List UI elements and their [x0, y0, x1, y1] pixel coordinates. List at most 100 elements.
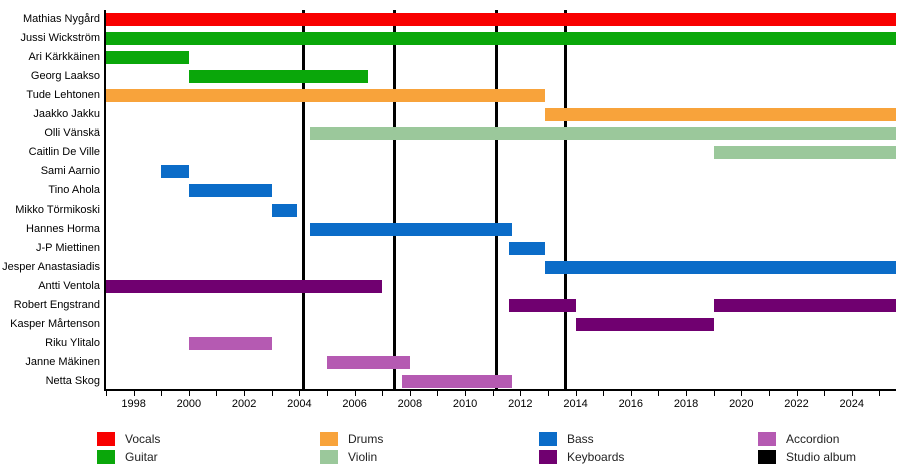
member-name-label: Janne Mäkinen: [25, 355, 100, 368]
axis-tick: [603, 391, 605, 396]
legend-swatch-keyboards: [539, 450, 557, 464]
member-name-label: Tino Ahola: [48, 184, 100, 197]
legend-swatch-accordion: [758, 432, 776, 446]
timeline-bar-bass: [188, 184, 272, 198]
axis-tick: [492, 391, 494, 396]
axis-tick: [188, 391, 190, 396]
axis-tick: [686, 391, 688, 396]
legend-swatch-vocals: [97, 432, 115, 446]
axis-tick: [879, 391, 881, 396]
member-name-label: Jaakko Jakku: [33, 108, 100, 121]
plot-area: [104, 10, 896, 396]
member-name-label: Tude Lehtonen: [26, 89, 100, 102]
studio-album-line: [393, 10, 397, 389]
timeline-bar-violin: [713, 146, 896, 160]
axis-tick: [741, 391, 743, 396]
legend-swatch-drums: [320, 432, 338, 446]
axis-tick: [354, 391, 356, 396]
member-name-label: Mathias Nygård: [22, 13, 100, 25]
axis-year-label: 2014: [563, 398, 588, 410]
timeline-bar-guitar: [106, 51, 189, 65]
axis-tick: [271, 391, 273, 396]
member-name-label: Caitlin De Ville: [28, 146, 100, 159]
member-name-label: Ari Kärkkäinen: [28, 51, 100, 64]
axis-tick: [824, 391, 826, 396]
member-name-label: Hannes Horma: [26, 222, 100, 235]
axis-year-label: 2024: [839, 398, 865, 410]
timeline-bar-violin: [310, 127, 896, 141]
axis-year-label: 2022: [784, 398, 809, 410]
axis-tick: [768, 391, 770, 396]
timeline-bar-bass: [271, 203, 297, 217]
axis-tick: [520, 391, 522, 396]
axis-tick: [796, 391, 798, 396]
member-name-label: Olli Vänskä: [44, 127, 100, 140]
member-name-label: Riku Ylitalo: [45, 336, 100, 349]
member-name-label: Kasper Mårtenson: [10, 317, 100, 330]
axis-year-label: 2012: [508, 398, 533, 410]
axis-year-label: 2010: [452, 398, 478, 410]
legend-label-guitar: Guitar: [125, 450, 158, 464]
timeline-bar-accordion: [326, 355, 410, 369]
axis-tick: [216, 391, 218, 396]
timeline-bar-vocals: [106, 13, 896, 27]
timeline-bar-keyboards: [713, 298, 896, 312]
member-name-label: Sami Aarnio: [40, 165, 100, 178]
timeline-bar-bass: [310, 222, 513, 236]
axis-tick: [465, 391, 467, 396]
axis-tick: [658, 391, 660, 396]
timeline-bar-drums: [106, 89, 546, 103]
axis-year-label: 2000: [176, 398, 202, 410]
member-name-label: Robert Engstrand: [13, 298, 100, 311]
timeline-bar-bass: [545, 260, 896, 274]
legend-label-drums: Drums: [348, 432, 384, 446]
axis-tick: [106, 391, 107, 396]
timeline-bar-accordion: [401, 374, 513, 388]
axis-tick: [299, 391, 301, 396]
member-name-label: Antti Ventola: [38, 279, 100, 292]
legend-swatch-album: [758, 450, 776, 464]
legend-swatch-guitar: [97, 450, 115, 464]
axis-year-label: 2020: [729, 398, 754, 410]
axis-year-label: 1998: [121, 398, 146, 410]
axis-tick: [851, 391, 853, 396]
legend-label-bass: Bass: [567, 432, 594, 446]
axis-year-label: 2006: [342, 398, 367, 410]
timeline-bar-keyboards: [575, 317, 714, 331]
studio-album-line: [302, 10, 305, 389]
axis-tick: [630, 391, 632, 396]
legend-label-accordion: Accordion: [786, 432, 840, 446]
axis-tick: [133, 391, 135, 396]
axis-year-label: 2004: [287, 398, 312, 410]
legend-label-album: Studio album: [786, 450, 857, 464]
axis-year-label: 2008: [397, 398, 423, 410]
axis-tick: [547, 391, 549, 396]
axis-tick: [437, 391, 439, 396]
legend-swatch-violin: [320, 450, 338, 464]
axis-tick: [409, 391, 411, 396]
timeline-bar-keyboards: [509, 298, 576, 312]
timeline-bar-accordion: [188, 336, 272, 350]
timeline-bar-drums: [545, 108, 896, 122]
member-name-label: Jesper Anastasiadis: [2, 260, 100, 273]
axis-year-label: 2002: [231, 398, 257, 410]
timeline-bar-keyboards: [106, 279, 383, 293]
legend-label-violin: Violin: [348, 450, 378, 464]
member-name-label: Netta Skog: [45, 374, 100, 387]
axis-tick: [244, 391, 246, 396]
axis-tick: [161, 391, 163, 396]
axis-year-label: 2018: [673, 398, 699, 410]
legend-label-keyboards: Keyboards: [567, 450, 625, 464]
studio-album-line: [495, 10, 499, 389]
timeline-bar-bass: [509, 241, 546, 255]
legend-label-vocals: Vocals: [125, 432, 161, 446]
axis-tick: [326, 391, 328, 396]
member-name-label: Georg Laakso: [30, 70, 100, 83]
member-name-label: Jussi Wickström: [20, 32, 100, 45]
legend-swatch-bass: [539, 432, 557, 446]
axis-tick: [575, 391, 577, 396]
axis-tick: [382, 391, 384, 396]
member-name-label: J-P Miettinen: [36, 241, 100, 254]
axis-year-label: 2016: [618, 398, 644, 410]
